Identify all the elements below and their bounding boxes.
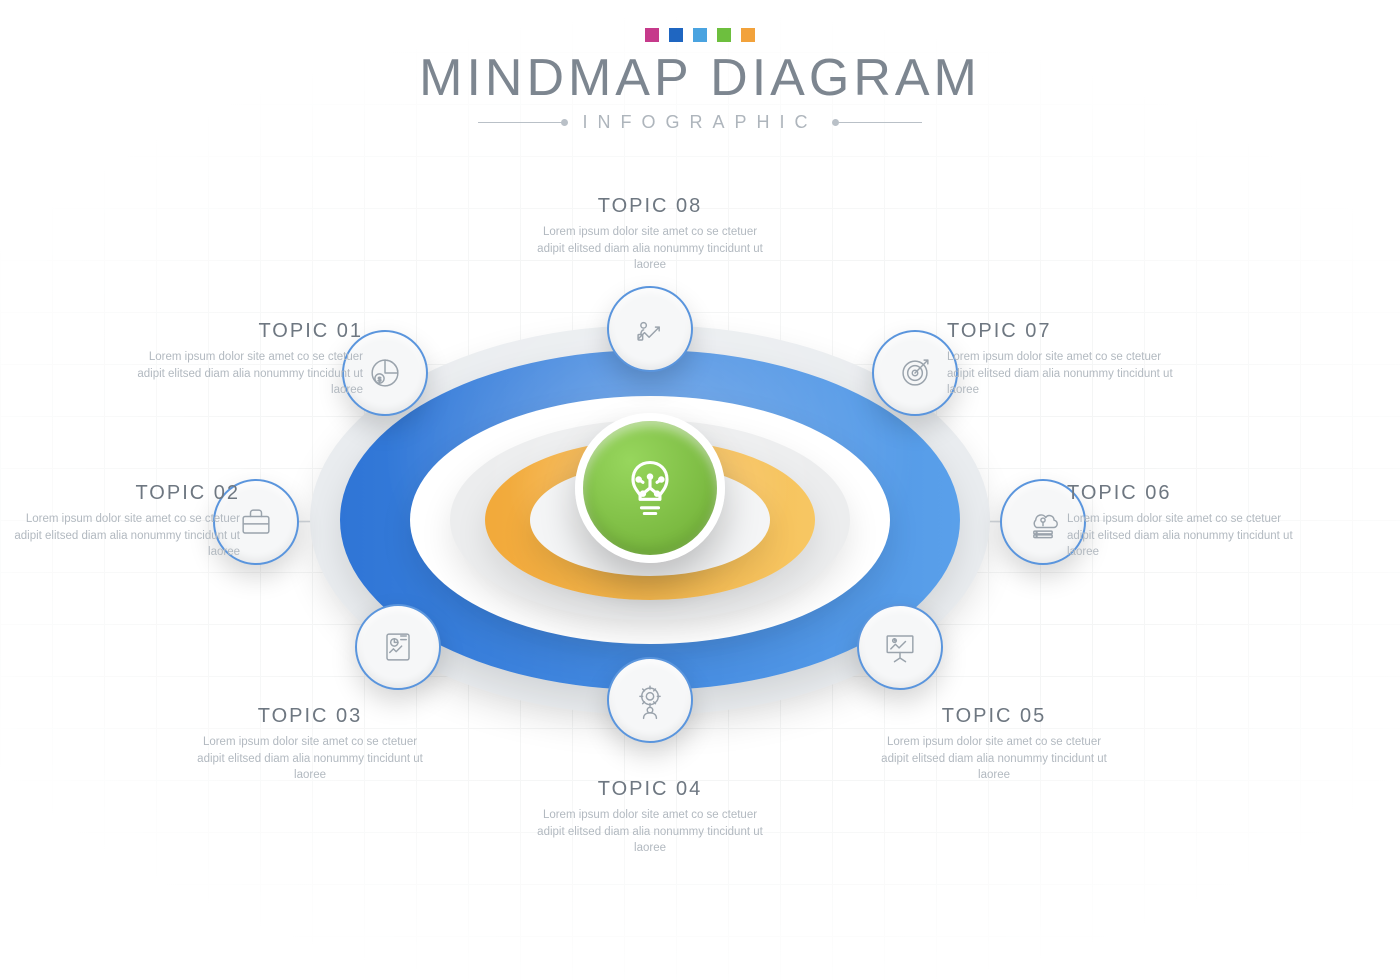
center-hub	[575, 413, 725, 563]
topic-body-3: Lorem ipsum dolor site amet co se ctetue…	[195, 734, 425, 784]
node-topic-3	[355, 604, 441, 690]
topic-title-7: TOPIC 07	[947, 320, 1177, 343]
cloud-data-icon	[1021, 500, 1065, 544]
node-topic-8	[607, 286, 693, 372]
node-topic-4	[607, 657, 693, 743]
svg-text:$: $	[378, 376, 382, 383]
topic-body-7: Lorem ipsum dolor site amet co se ctetue…	[947, 349, 1177, 399]
topic-block-2: TOPIC 02 Lorem ipsum dolor site amet co s…	[10, 482, 240, 561]
report-chart-icon	[376, 625, 420, 669]
topic-block-7: TOPIC 07 Lorem ipsum dolor site amet co s…	[947, 320, 1177, 399]
topic-block-5: TOPIC 05 Lorem ipsum dolor site amet co s…	[879, 705, 1109, 784]
topic-title-5: TOPIC 05	[879, 705, 1109, 728]
topic-body-8: Lorem ipsum dolor site amet co se ctetue…	[535, 224, 765, 274]
topic-title-4: TOPIC 04	[535, 778, 765, 801]
node-topic-7	[872, 330, 958, 416]
topic-body-2: Lorem ipsum dolor site amet co se ctetue…	[10, 511, 240, 561]
topic-title-1: TOPIC 01	[133, 320, 363, 343]
growth-person-icon	[628, 307, 672, 351]
briefcase-icon	[234, 500, 278, 544]
pie-dollar-icon: $	[363, 351, 407, 395]
topic-body-1: Lorem ipsum dolor site amet co se ctetue…	[133, 349, 363, 399]
topic-title-6: TOPIC 06	[1067, 482, 1297, 505]
topic-body-5: Lorem ipsum dolor site amet co se ctetue…	[879, 734, 1109, 784]
topic-title-2: TOPIC 02	[10, 482, 240, 505]
diagram-stage: $ TOPIC 01 Lorem ipsum dolor site amet co…	[0, 0, 1400, 980]
topic-body-4: Lorem ipsum dolor site amet co se ctetue…	[535, 807, 765, 857]
topic-title-3: TOPIC 03	[195, 705, 425, 728]
topic-block-3: TOPIC 03 Lorem ipsum dolor site amet co s…	[195, 705, 425, 784]
lightbulb-circuit-icon	[616, 454, 684, 522]
topic-block-4: TOPIC 04 Lorem ipsum dolor site amet co s…	[535, 778, 765, 857]
presentation-icon	[878, 625, 922, 669]
topic-body-6: Lorem ipsum dolor site amet co se ctetue…	[1067, 511, 1297, 561]
gear-person-icon	[628, 678, 672, 722]
topic-title-8: TOPIC 08	[535, 195, 765, 218]
node-topic-5	[857, 604, 943, 690]
target-icon	[893, 351, 937, 395]
topic-block-6: TOPIC 06 Lorem ipsum dolor site amet co s…	[1067, 482, 1297, 561]
topic-block-8: TOPIC 08 Lorem ipsum dolor site amet co s…	[535, 195, 765, 274]
topic-block-1: TOPIC 01 Lorem ipsum dolor site amet co s…	[133, 320, 363, 399]
